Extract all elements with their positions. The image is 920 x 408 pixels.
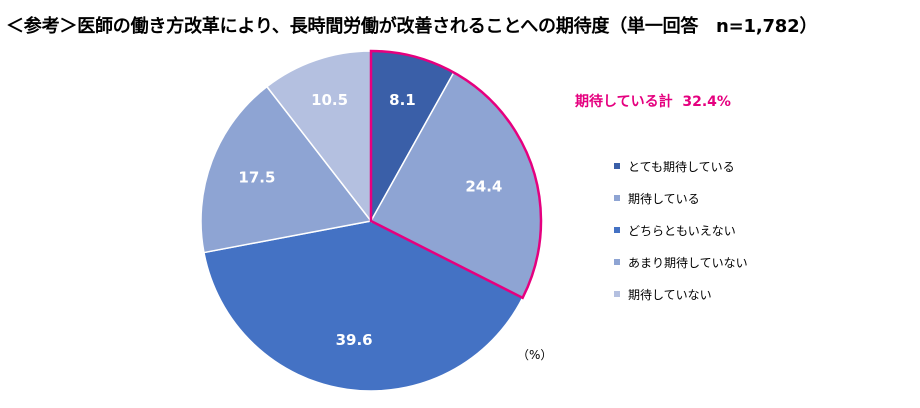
- expect-total-text: 期待している計: [575, 94, 673, 110]
- data-label-4: 17.5: [238, 169, 275, 187]
- data-label-5: 10.5: [311, 91, 348, 109]
- pie-slice-3: [203, 220, 524, 392]
- legend-item-3: どちらともいえない: [614, 214, 748, 246]
- legend-item-1: とても期待している: [614, 150, 748, 182]
- legend-swatch: [614, 291, 620, 297]
- legend-label: とても期待している: [628, 159, 735, 174]
- legend-label: 期待している: [628, 191, 700, 206]
- expect-total-label: 期待している計 32.4%: [575, 91, 731, 111]
- legend-item-5: 期待していない: [614, 278, 748, 310]
- legend-label: あまり期待していない: [628, 255, 748, 270]
- legend-swatch: [614, 227, 620, 233]
- legend-swatch: [614, 163, 620, 169]
- legend-label: どちらともいえない: [628, 223, 736, 238]
- pie-slice-5: [265, 50, 372, 224]
- expect-total-value: 32.4%: [682, 94, 731, 110]
- data-label-2: 24.4: [465, 178, 502, 196]
- data-label-1: 8.1: [389, 91, 416, 109]
- legend-swatch: [614, 195, 620, 201]
- chart-title: ＜参考＞医師の働き方改革により、長時間労働が改善されることへの期待度（単一回答 …: [6, 16, 818, 37]
- legend-item-2: 期待している: [614, 182, 748, 214]
- legend-label: 期待していない: [628, 287, 712, 302]
- pie-slice-4: [200, 85, 373, 254]
- legend: とても期待している 期待しているどちらともいえない あまり期待していない 期待していな…: [614, 150, 748, 310]
- unit-label: （%）: [517, 348, 553, 362]
- legend-item-4: あまり期待していない: [614, 246, 748, 278]
- data-label-3: 39.6: [336, 331, 373, 349]
- highlight-outline: [369, 49, 543, 300]
- legend-swatch: [614, 259, 620, 265]
